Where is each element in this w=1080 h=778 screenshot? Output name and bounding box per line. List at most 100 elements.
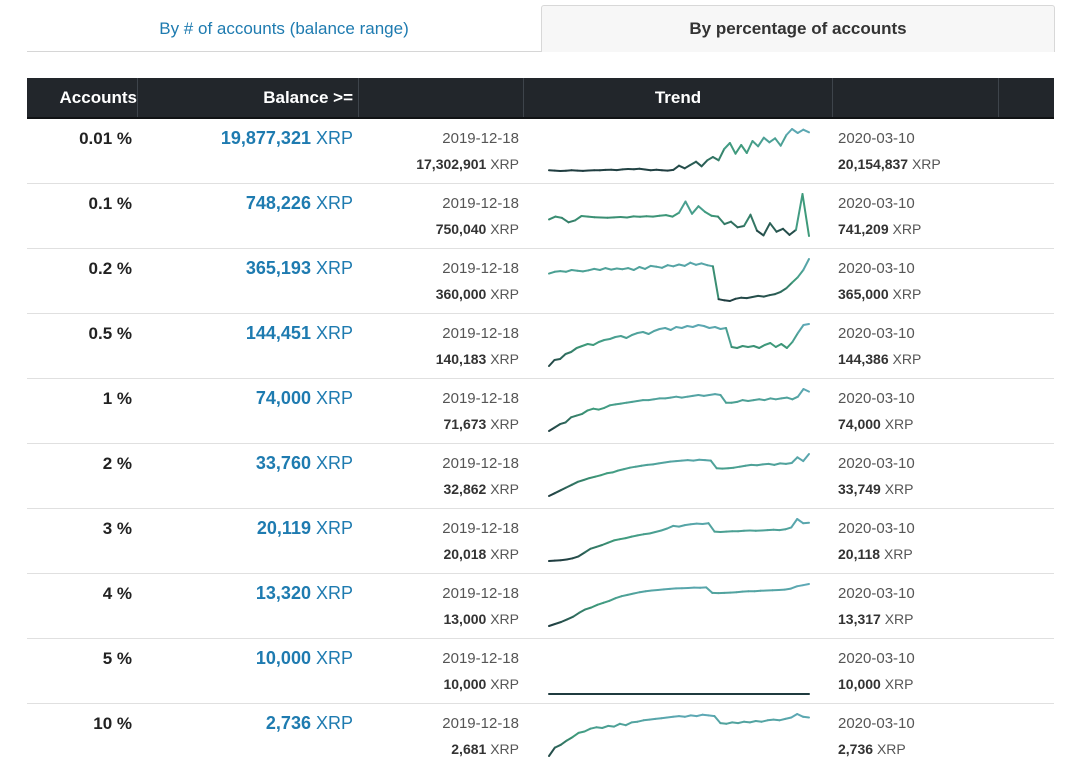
trend-end-value: 741,209 XRP (838, 221, 921, 237)
trend-end-unit: XRP (892, 286, 922, 302)
trend-start-number: 13,000 (443, 611, 487, 627)
percentile-label: 0.1 % (88, 194, 132, 213)
trend-line-segment (796, 456, 805, 463)
trend-line-segment (636, 719, 645, 723)
table-row: 10 % 2,736 XRP 2019-12-18 2,681 XRP 2020-03-… (27, 704, 1054, 768)
trend-line-segment (736, 225, 745, 229)
table-row: 1 % 74,000 XRP 2019-12-18 71,673 XRP 2020-03… (27, 379, 1054, 444)
trend-start-value: 140,183 XRP (367, 351, 519, 367)
trend-start-value: 360,000 XRP (367, 286, 519, 302)
trend-line-segment (802, 258, 810, 271)
balance-threshold-link[interactable]: 74,000 XRP (167, 388, 353, 409)
trend-line-segment (775, 227, 784, 233)
trend-start-value: 13,000 XRP (367, 611, 519, 627)
trend-line-segment (774, 343, 783, 348)
table-row: 5 % 10,000 XRP 2019-12-18 10,000 XRP 2020-03… (27, 639, 1054, 704)
balance-threshold-link[interactable]: 144,451 XRP (167, 323, 353, 344)
trend-line-segment (784, 526, 793, 531)
trend-line-segment (577, 551, 586, 558)
percentile-label: 2 % (102, 454, 132, 473)
trend-line-segment (614, 595, 623, 600)
balance-threshold-link[interactable]: 10,000 XRP (167, 648, 353, 669)
trend-start-unit: XRP (490, 221, 519, 237)
balance-unit: XRP (315, 258, 353, 278)
trend-line-segment (624, 721, 633, 727)
balance-value: 33,760 (255, 453, 311, 473)
trend-line-segment (689, 261, 697, 266)
trend-end-value: 74,000 XRP (838, 416, 914, 432)
trend-start-number: 17,302,901 (416, 156, 487, 172)
trend-line-segment (723, 142, 731, 150)
balance-value: 365,193 (245, 258, 311, 278)
trend-line-segment (595, 544, 604, 548)
column-header-balance: Balance >= (263, 88, 353, 107)
trend-line-segment (660, 527, 669, 532)
trend-line-segment (710, 214, 719, 218)
trend-sparkline (548, 453, 810, 497)
trend-start-value: 17,302,901 XRP (367, 156, 519, 172)
trend-end-unit: XRP (883, 546, 913, 562)
trend-line-segment (571, 480, 579, 486)
trend-line-segment (796, 269, 805, 279)
percentile-label: 10 % (93, 714, 132, 733)
trend-end-unit: XRP (884, 416, 914, 432)
trend-sparkline (548, 388, 810, 432)
percentile-table: Accounts Balance >= Trend 0.01 % 19,877,3… (27, 78, 1054, 768)
trend-line-segment (796, 128, 805, 134)
trend-start-value: 32,862 XRP (367, 481, 519, 497)
trend-line-segment (719, 394, 727, 404)
trend-sparkline (548, 693, 810, 695)
trend-end-value: 2,736 XRP (838, 741, 906, 757)
trend-end-number: 365,000 (838, 286, 889, 302)
trend-line-segment (596, 601, 605, 606)
trend-line-segment (554, 621, 563, 625)
trend-line-segment (618, 537, 627, 541)
trend-line-segment (553, 423, 562, 429)
trend-line-segment (672, 164, 680, 171)
trend-line-segment (748, 720, 757, 724)
trend-end-date: 2020-03-10 (838, 715, 915, 732)
trend-line-segment (758, 344, 766, 349)
balance-threshold-link[interactable]: 13,320 XRP (167, 583, 353, 604)
trend-start-unit: XRP (490, 741, 519, 757)
trend-line-segment (704, 210, 713, 217)
balance-threshold-link[interactable]: 2,736 XRP (167, 713, 353, 734)
trend-end-unit: XRP (876, 741, 906, 757)
trend-line-segment (725, 721, 734, 725)
trend-line-segment (751, 140, 760, 148)
trend-line-segment (589, 726, 598, 730)
trend-line-segment (796, 324, 805, 334)
balance-threshold-link[interactable]: 19,877,321 XRP (167, 128, 353, 149)
trend-end-date: 2020-03-10 (838, 650, 915, 667)
trend-line-segment (779, 287, 788, 293)
trend-end-value: 20,118 XRP (838, 546, 913, 562)
balance-threshold-link[interactable]: 33,760 XRP (167, 453, 353, 474)
trend-line-segment (577, 730, 586, 734)
trend-line-segment (565, 557, 574, 561)
balance-threshold-link[interactable]: 365,193 XRP (167, 258, 353, 279)
trend-line-segment (665, 214, 674, 218)
trend-line-segment (642, 718, 651, 722)
trend-start-number: 71,673 (443, 416, 487, 432)
balance-threshold-link[interactable]: 20,119 XRP (167, 518, 353, 539)
trend-line-segment (683, 261, 692, 267)
trend-line-segment (601, 724, 610, 729)
trend-line-segment (745, 140, 754, 154)
trend-line-segment (603, 404, 611, 409)
balance-threshold-link[interactable]: 748,226 XRP (167, 193, 353, 214)
trend-line-segment (624, 535, 633, 540)
trend-line-segment (730, 220, 739, 229)
balance-value: 13,320 (255, 583, 311, 603)
trend-line-segment (554, 215, 563, 219)
tab-by-percentage[interactable]: By percentage of accounts (541, 5, 1055, 52)
trend-line-segment (791, 332, 799, 343)
tab-by-account-count[interactable]: By # of accounts (balance range) (27, 6, 541, 52)
trend-line-segment (607, 539, 615, 544)
balance-unit: XRP (315, 648, 353, 668)
trend-start-value: 20,018 XRP (367, 546, 519, 562)
trend-line-segment (639, 215, 648, 218)
trend-line-segment (695, 713, 704, 718)
trend-line-segment (652, 214, 661, 218)
trend-line-segment (784, 716, 793, 720)
table-row: 4 % 13,320 XRP 2019-12-18 13,000 XRP 2020-03… (27, 574, 1054, 639)
